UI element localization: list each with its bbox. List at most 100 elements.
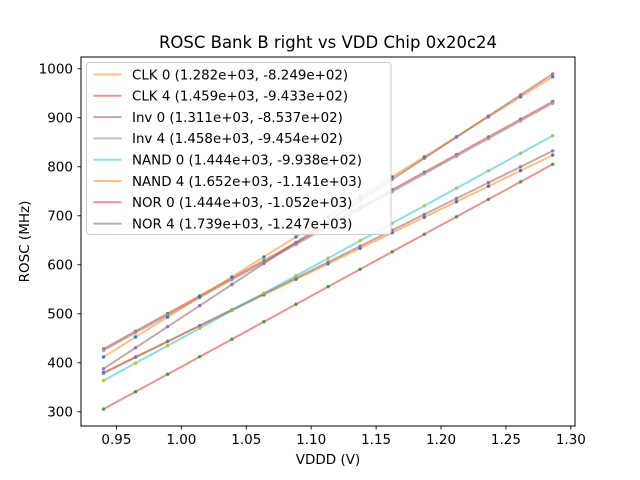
data-point-NOR-4 xyxy=(486,114,491,118)
legend-label-NOR-4: NOR 4 (1.739e+03, -1.247e+03) xyxy=(132,217,352,232)
data-point-Inv-4 xyxy=(133,331,138,335)
legend-label-Inv-4: Inv 4 (1.458e+03, -9.454e+02) xyxy=(132,132,343,147)
data-point-NOR-0 xyxy=(198,355,202,359)
data-point-NOR-4 xyxy=(133,346,138,350)
y-tick-label: 300 xyxy=(47,405,73,421)
data-point-Inv-4 xyxy=(422,172,426,176)
x-axis-label: VDDD (V) xyxy=(296,452,360,468)
data-point-NOR-0 xyxy=(294,302,298,306)
data-point-NOR-0 xyxy=(486,197,491,201)
data-point-NOR-0 xyxy=(165,372,170,376)
data-point-Inv-4 xyxy=(486,136,491,141)
legend-label-Inv-0: Inv 0 (1.311e+03, -8.537e+02) xyxy=(132,111,343,126)
data-point-CLK-0 xyxy=(454,200,459,204)
data-point-Inv-0 xyxy=(101,371,106,375)
data-point-NOR-4 xyxy=(230,282,234,287)
data-point-NAND-0 xyxy=(165,344,170,348)
data-point-NAND-0 xyxy=(422,204,426,208)
data-point-NOR-0 xyxy=(422,232,426,236)
data-point-NOR-0 xyxy=(262,320,266,324)
data-point-NAND-4 xyxy=(101,355,106,359)
data-point-Inv-4 xyxy=(551,101,555,106)
x-tick-label: 1.00 xyxy=(166,432,196,448)
x-tick-label: 1.15 xyxy=(361,432,391,448)
x-tick-label: 1.10 xyxy=(296,432,326,448)
legend-label-NAND-4: NAND 4 (1.652e+03, -1.141e+03) xyxy=(132,175,362,190)
data-point-NOR-0 xyxy=(454,215,459,219)
legend-box xyxy=(86,62,392,235)
x-tick-label: 1.30 xyxy=(556,432,586,448)
data-point-CLK-0 xyxy=(518,168,523,173)
data-point-NAND-0 xyxy=(101,378,106,383)
data-point-NOR-4 xyxy=(454,135,459,139)
data-point-CLK-0 xyxy=(486,184,491,188)
data-point-NAND-0 xyxy=(551,134,555,138)
data-point-NAND-0 xyxy=(198,326,202,330)
data-point-NOR-0 xyxy=(358,267,362,271)
x-tick-label: 0.95 xyxy=(101,432,131,448)
data-point-NOR-4 xyxy=(262,261,266,266)
data-point-NOR-0 xyxy=(326,285,330,289)
data-point-CLK-0 xyxy=(551,153,555,157)
data-point-Inv-0 xyxy=(326,260,330,264)
x-tick-label: 1.20 xyxy=(426,432,456,448)
data-point-NOR-0 xyxy=(133,390,138,394)
data-point-Inv-4 xyxy=(518,119,523,123)
data-point-NAND-4 xyxy=(198,295,202,299)
y-tick-label: 800 xyxy=(47,160,73,176)
data-point-NOR-4 xyxy=(518,93,523,97)
data-point-NOR-0 xyxy=(390,250,394,254)
data-point-NAND-0 xyxy=(518,151,523,155)
legend-label-NAND-0: NAND 0 (1.444e+03, -9.938e+02) xyxy=(132,154,362,169)
y-tick-label: 900 xyxy=(47,111,73,127)
data-point-NAND-4 xyxy=(165,315,170,319)
data-point-Inv-0 xyxy=(198,323,202,328)
y-tick-label: 500 xyxy=(47,307,73,323)
legend-label-CLK-4: CLK 4 (1.459e+03, -9.433e+02) xyxy=(132,90,348,105)
data-point-NOR-0 xyxy=(551,162,555,166)
y-tick-label: 600 xyxy=(47,258,73,274)
data-point-NAND-0 xyxy=(326,256,330,260)
data-point-NAND-0 xyxy=(133,361,138,365)
data-point-Inv-0 xyxy=(486,180,491,185)
data-point-NAND-0 xyxy=(486,169,491,173)
data-point-Inv-0 xyxy=(165,339,170,344)
data-point-Inv-0 xyxy=(422,212,426,217)
data-point-NAND-0 xyxy=(358,239,362,243)
data-point-NOR-4 xyxy=(422,156,426,160)
legend-label-CLK-0: CLK 0 (1.282e+03, -8.249e+02) xyxy=(132,68,348,83)
x-tick-label: 1.05 xyxy=(231,432,261,448)
data-point-Inv-4 xyxy=(454,154,459,158)
data-point-NAND-0 xyxy=(230,308,234,313)
data-point-NOR-0 xyxy=(230,337,234,341)
data-point-NOR-4 xyxy=(101,367,106,371)
data-point-NAND-4 xyxy=(230,275,234,279)
data-point-NOR-4 xyxy=(294,240,298,245)
data-point-NOR-4 xyxy=(198,304,202,308)
data-point-NOR-4 xyxy=(551,72,555,76)
data-point-NOR-0 xyxy=(101,407,106,411)
legend-label-NOR-0: NOR 0 (1.444e+03, -1.052e+03) xyxy=(132,196,352,211)
data-point-Inv-0 xyxy=(551,149,555,153)
data-point-NAND-4 xyxy=(294,235,298,239)
data-point-NOR-4 xyxy=(165,325,170,329)
y-axis-label: ROSC (MHz) xyxy=(17,201,33,283)
data-point-Inv-0 xyxy=(454,196,459,201)
data-point-NAND-0 xyxy=(454,186,459,190)
data-point-Inv-0 xyxy=(358,244,362,248)
x-tick-label: 1.25 xyxy=(491,432,521,448)
data-point-Inv-0 xyxy=(518,165,523,169)
axes-box xyxy=(80,56,576,427)
data-point-NAND-0 xyxy=(262,291,266,295)
data-point-NAND-0 xyxy=(294,274,298,278)
chart-title: ROSC Bank B right vs VDD Chip 0x20c24 xyxy=(159,33,497,52)
data-point-NAND-4 xyxy=(551,75,555,79)
data-point-Inv-4 xyxy=(230,278,234,282)
y-tick-label: 400 xyxy=(47,356,73,372)
data-point-Inv-4 xyxy=(101,348,106,353)
y-tick-label: 700 xyxy=(47,209,73,225)
data-point-Inv-0 xyxy=(133,355,138,359)
legend: CLK 0 (1.282e+03, -8.249e+02) CLK 4 (1.45… xyxy=(86,62,392,235)
